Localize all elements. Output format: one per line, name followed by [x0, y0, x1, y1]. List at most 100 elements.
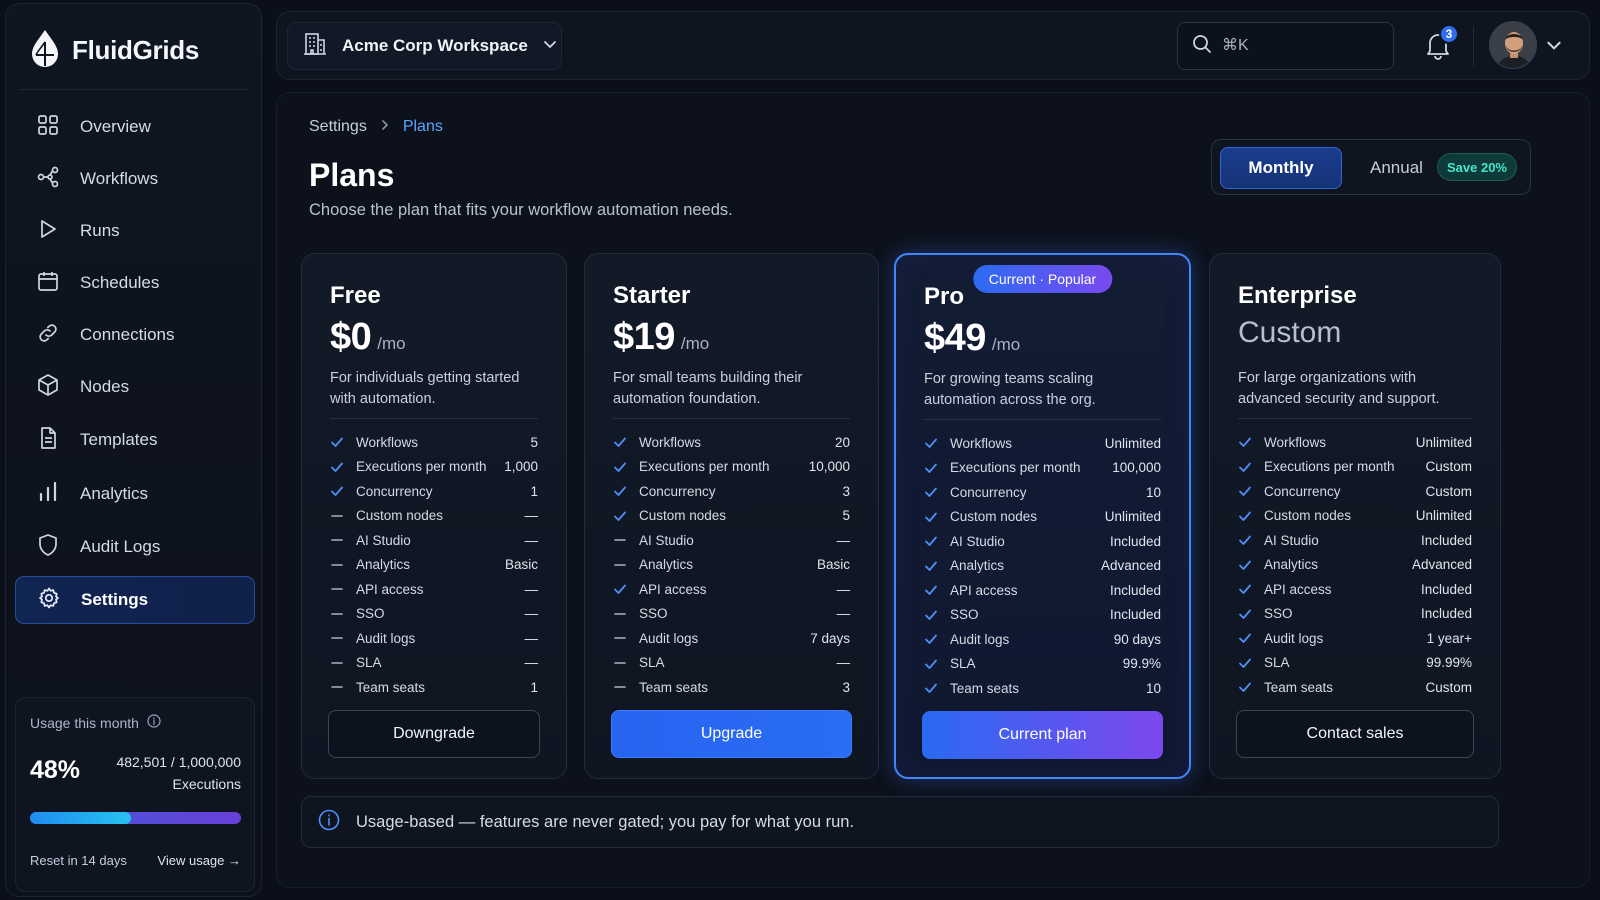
logo-icon [28, 28, 62, 73]
info-icon [318, 809, 340, 836]
divider [613, 418, 850, 419]
chevron-right-icon [379, 118, 391, 136]
sidebar-item-audit-logs[interactable]: Audit Logs [15, 523, 255, 571]
gear-icon [37, 586, 61, 615]
brand-name: FluidGrids [72, 34, 200, 65]
check-icon [1238, 533, 1264, 547]
feature-value: 1 year+ [1426, 630, 1472, 646]
feature-list: Workflows 5 Executions per month 1,000 Concu… [330, 430, 538, 700]
price-value: $49 [924, 317, 986, 359]
page-subtitle: Choose the plan that fits your workflow … [309, 201, 733, 219]
feature-value: 99.9% [1122, 656, 1161, 672]
breadcrumb-settings[interactable]: Settings [309, 118, 367, 135]
feature-value: 1,000 [504, 459, 538, 475]
usage-card: Usage this month 48% 482,501 / 1,000,000… [15, 697, 255, 892]
feature-name: API access [356, 581, 424, 597]
usage-count: 482,501 / 1,000,000 Executions [116, 751, 241, 795]
sidebar-item-label: Schedules [80, 273, 160, 292]
feature-row: Workflows Unlimited [1238, 430, 1472, 455]
feature-value: Included [1109, 607, 1161, 623]
plan-price: $0 /mo [330, 316, 406, 359]
sidebar-item-schedules[interactable]: Schedules [15, 259, 255, 307]
avatar[interactable] [1489, 21, 1537, 69]
info-icon[interactable] [147, 714, 161, 731]
current-plan-button[interactable]: Current plan [922, 711, 1163, 759]
chevron-down-icon[interactable] [1545, 36, 1563, 59]
feature-row: Analytics Advanced [1238, 553, 1472, 578]
check-icon [924, 510, 950, 524]
view-usage-link[interactable]: View usage → [157, 853, 241, 868]
feature-row: Concurrency 3 [613, 479, 850, 504]
sidebar: FluidGrids Overview Workflows Runs Sched… [5, 3, 262, 897]
plan-card-free: Free $0 /mo For individuals getting star… [301, 253, 567, 779]
feature-name: Custom nodes [356, 508, 444, 524]
check-icon [330, 484, 356, 498]
check-icon [1238, 558, 1264, 572]
contact-sales-button[interactable]: Contact sales [1236, 710, 1474, 758]
price-value: $0 [330, 316, 372, 358]
search-icon [1192, 34, 1212, 59]
plan-name: Free [330, 282, 381, 309]
feature-row: Team seats Custom [1238, 675, 1472, 700]
plan-description: For large organizations with advanced se… [1238, 368, 1440, 410]
link-icon [36, 321, 60, 350]
topbar: Acme Corp Workspace 3 [276, 11, 1590, 80]
check-icon [1238, 460, 1264, 474]
brand[interactable]: FluidGrids [28, 26, 199, 74]
plan-description-line: with automation. [330, 391, 436, 407]
billing-monthly-button[interactable]: Monthly [1220, 147, 1342, 189]
feature-name: SSO [1264, 606, 1293, 622]
feature-name: Custom nodes [950, 509, 1038, 525]
usage-note: Usage-based — features are never gated; … [301, 796, 1499, 848]
search-input[interactable] [1222, 37, 1362, 55]
feature-value: Unlimited [1415, 434, 1472, 450]
workspace-switcher[interactable]: Acme Corp Workspace [287, 22, 562, 70]
downgrade-button[interactable]: Downgrade [328, 710, 540, 758]
sidebar-item-label: Connections [80, 325, 175, 344]
sidebar-item-label: Nodes [80, 377, 130, 396]
feature-row: SLA — [330, 651, 538, 676]
feature-row: Custom nodes 5 [613, 504, 850, 529]
dash-icon [330, 607, 356, 621]
feature-value: Unlimited [1415, 508, 1472, 524]
sidebar-item-overview[interactable]: Overview [15, 103, 255, 151]
plan-description: For growing teams scaling automation acr… [924, 369, 1096, 411]
cube-icon [36, 373, 60, 402]
sidebar-item-runs[interactable]: Runs [15, 207, 255, 255]
dash-icon [330, 558, 356, 572]
feature-row: Team seats 1 [330, 675, 538, 700]
feature-name: Workflows [950, 435, 1013, 451]
plan-price: Custom [1238, 316, 1341, 350]
feature-value: 90 days [1113, 631, 1161, 647]
feature-value: Custom [1425, 483, 1472, 499]
feature-value: 7 days [810, 630, 850, 646]
feature-name: Custom nodes [1264, 508, 1352, 524]
feature-name: Analytics [950, 558, 1005, 574]
feature-name: SSO [950, 607, 979, 623]
sidebar-item-connections[interactable]: Connections [15, 311, 255, 359]
feature-value: 10 [1145, 680, 1161, 696]
sidebar-item-workflows[interactable]: Workflows [15, 155, 255, 203]
check-icon [924, 583, 950, 597]
feature-row: Custom nodes Unlimited [924, 505, 1161, 530]
upgrade-button[interactable]: Upgrade [611, 710, 852, 758]
sidebar-item-settings[interactable]: Settings [15, 576, 255, 624]
plan-description-line: For small teams building their [613, 370, 803, 386]
usage-progress-bar [30, 812, 241, 824]
feature-row: SSO Included [1238, 602, 1472, 627]
feature-name: Audit logs [639, 630, 699, 646]
feature-name: Concurrency [950, 484, 1027, 500]
check-icon [924, 657, 950, 671]
feature-name: Concurrency [639, 483, 716, 499]
plan-name: Pro [924, 283, 965, 310]
check-icon [924, 436, 950, 450]
search-box[interactable] [1177, 22, 1394, 70]
sidebar-item-analytics[interactable]: Analytics [15, 470, 255, 518]
usage-note-text: Usage-based — features are never gated; … [356, 812, 855, 831]
feature-list: Workflows Unlimited Executions per month 10… [924, 431, 1161, 701]
billing-annual-button[interactable]: Annual [1370, 158, 1423, 177]
feature-name: API access [639, 581, 707, 597]
sidebar-item-templates[interactable]: Templates [15, 416, 255, 464]
plan-card-starter: Starter $19 /mo For small teams building… [584, 253, 879, 779]
sidebar-item-nodes[interactable]: Nodes [15, 363, 255, 411]
